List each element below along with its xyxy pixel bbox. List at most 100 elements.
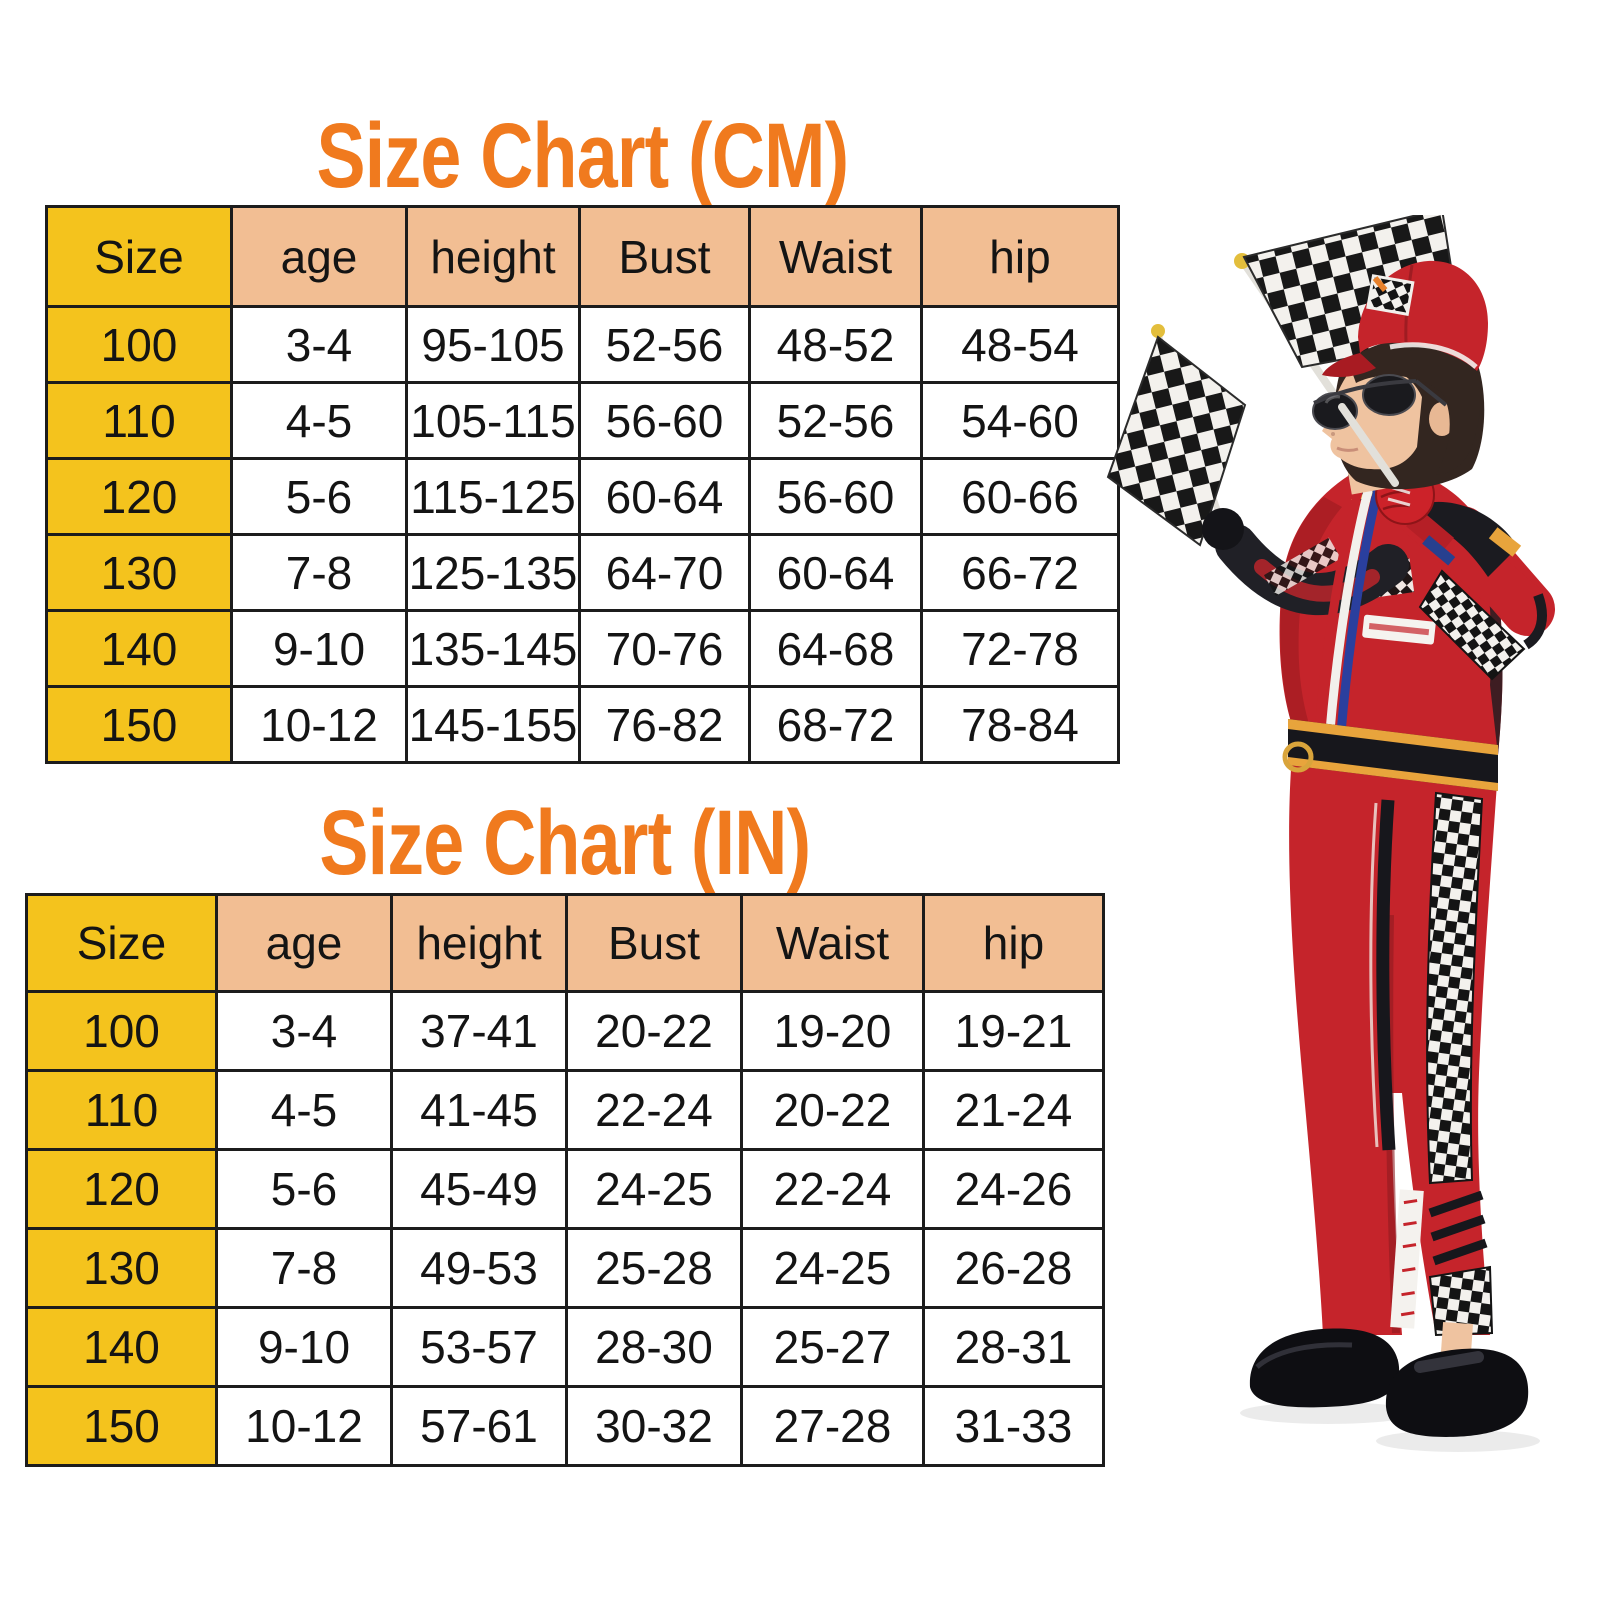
table-row: 150 10-12 57-61 30-32 27-28 31-33 xyxy=(25,1385,1105,1467)
left-shoe xyxy=(1249,1328,1400,1408)
value-cell: 76-82 xyxy=(578,685,751,764)
black-shoes xyxy=(1240,1321,1540,1452)
racing-suit-legs xyxy=(1289,755,1497,1337)
value-cell: 9-10 xyxy=(215,1306,393,1388)
column-header-waist: Waist xyxy=(748,205,923,308)
value-cell: 5-6 xyxy=(230,457,408,536)
value-cell: 56-60 xyxy=(748,457,923,536)
column-header-hip: hip xyxy=(920,205,1120,308)
value-cell: 22-24 xyxy=(740,1148,925,1230)
value-cell: 105-115 xyxy=(405,381,581,460)
column-header-height: height xyxy=(390,893,568,993)
black-glove xyxy=(1202,508,1244,550)
column-header-bust: Bust xyxy=(578,205,751,308)
leg-speed-stripes xyxy=(1428,1190,1488,1266)
motorsport-patch xyxy=(1360,612,1438,647)
column-header-bust: Bust xyxy=(565,893,743,993)
value-cell: 72-78 xyxy=(920,609,1120,688)
table-row: 130 7-8 125-135 64-70 60-64 66-72 xyxy=(45,533,1120,612)
table-row: 110 4-5 105-115 56-60 52-56 54-60 xyxy=(45,381,1120,460)
value-cell: 24-26 xyxy=(922,1148,1105,1230)
value-cell: 10-12 xyxy=(215,1385,393,1467)
value-cell: 19-21 xyxy=(922,990,1105,1072)
sunglasses xyxy=(1312,374,1448,430)
table-row: 120 5-6 115-125 60-64 56-60 60-66 xyxy=(45,457,1120,536)
chart-title-text: Size Chart (CM) xyxy=(316,105,850,207)
value-cell: 28-30 xyxy=(565,1306,743,1388)
value-cell: 60-64 xyxy=(748,533,923,612)
right-arm-with-large-flag xyxy=(1399,494,1555,681)
size-chart-in-table: Size age height Bust Waist hip 100 3-4 37-41 20-2… xyxy=(25,893,1105,1467)
value-cell: 115-125 xyxy=(405,457,581,536)
value-cell: 54-60 xyxy=(920,381,1120,460)
table-row: 140 9-10 135-145 70-76 64-68 72-78 xyxy=(45,609,1120,688)
kid-racer-illustration xyxy=(1106,215,1555,1452)
value-cell: 45-49 xyxy=(390,1148,568,1230)
table-row: 120 5-6 45-49 24-25 22-24 24-26 xyxy=(25,1148,1105,1230)
value-cell: 66-72 xyxy=(920,533,1120,612)
size-cell: 140 xyxy=(45,609,233,688)
sleeve-checkered-band xyxy=(1418,569,1526,681)
fastest-logo-stripe xyxy=(1390,1189,1424,1329)
racing-belt xyxy=(1282,719,1498,791)
value-cell: 10-12 xyxy=(230,685,408,764)
value-cell: 135-145 xyxy=(405,609,581,688)
value-cell: 26-28 xyxy=(922,1227,1105,1309)
size-cell: 110 xyxy=(25,1069,218,1151)
value-cell: 20-22 xyxy=(565,990,743,1072)
table-row: 100 3-4 37-41 20-22 19-20 19-21 xyxy=(25,990,1105,1072)
value-cell: 9-10 xyxy=(230,609,408,688)
size-chart-cm-table: Size age height Bust Waist hip 100 3-4 95-105 52-… xyxy=(45,205,1120,764)
table-row: 130 7-8 49-53 25-28 24-25 26-28 xyxy=(25,1227,1105,1309)
value-cell: 25-28 xyxy=(565,1227,743,1309)
value-cell: 60-66 xyxy=(920,457,1120,536)
value-cell: 125-135 xyxy=(405,533,581,612)
value-cell: 37-41 xyxy=(390,990,568,1072)
value-cell: 53-57 xyxy=(390,1306,568,1388)
size-cell: 120 xyxy=(25,1148,218,1230)
value-cell: 22-24 xyxy=(565,1069,743,1151)
value-cell: 70-76 xyxy=(578,609,751,688)
product-photo-kid-racer xyxy=(1090,215,1570,1555)
value-cell: 64-70 xyxy=(578,533,751,612)
value-cell: 48-52 xyxy=(748,305,923,384)
value-cell: 64-68 xyxy=(748,609,923,688)
table-row: 140 9-10 53-57 28-30 25-27 28-31 xyxy=(25,1306,1105,1388)
value-cell: 78-84 xyxy=(920,685,1120,764)
table-header-row: Size age height Bust Waist hip xyxy=(45,205,1120,308)
table-header-row: Size age height Bust Waist hip xyxy=(25,893,1105,993)
size-cell: 120 xyxy=(45,457,233,536)
value-cell: 31-33 xyxy=(922,1385,1105,1467)
ankle-checkered-patch xyxy=(1428,1265,1494,1337)
size-cell: 110 xyxy=(45,381,233,460)
value-cell: 19-20 xyxy=(740,990,925,1072)
value-cell: 5-6 xyxy=(215,1148,393,1230)
value-cell: 48-54 xyxy=(920,305,1120,384)
cap-checkered-patch xyxy=(1366,274,1415,316)
value-cell: 3-4 xyxy=(215,990,393,1072)
value-cell: 24-25 xyxy=(565,1148,743,1230)
value-cell: 21-24 xyxy=(922,1069,1105,1151)
racing-cap xyxy=(1322,260,1488,378)
value-cell: 20-22 xyxy=(740,1069,925,1151)
flag-pole-front xyxy=(1338,403,1399,487)
value-cell: 7-8 xyxy=(215,1227,393,1309)
value-cell: 4-5 xyxy=(230,381,408,460)
value-cell: 49-53 xyxy=(390,1227,568,1309)
value-cell: 145-155 xyxy=(405,685,581,764)
cap-brim xyxy=(1322,353,1376,378)
column-header-age: age xyxy=(230,205,408,308)
table-row: 110 4-5 41-45 22-24 20-22 21-24 xyxy=(25,1069,1105,1151)
value-cell: 27-28 xyxy=(740,1385,925,1467)
table-row: 100 3-4 95-105 52-56 48-52 48-54 xyxy=(45,305,1120,384)
value-cell: 52-56 xyxy=(748,381,923,460)
value-cell: 30-32 xyxy=(565,1385,743,1467)
size-cell: 150 xyxy=(25,1385,218,1467)
size-cell: 100 xyxy=(25,990,218,1072)
leg-checkered-stripe xyxy=(1426,791,1484,1185)
head xyxy=(1312,260,1488,495)
size-cell: 140 xyxy=(25,1306,218,1388)
column-header-age: age xyxy=(215,893,393,993)
ankle-skin xyxy=(1440,1321,1474,1355)
